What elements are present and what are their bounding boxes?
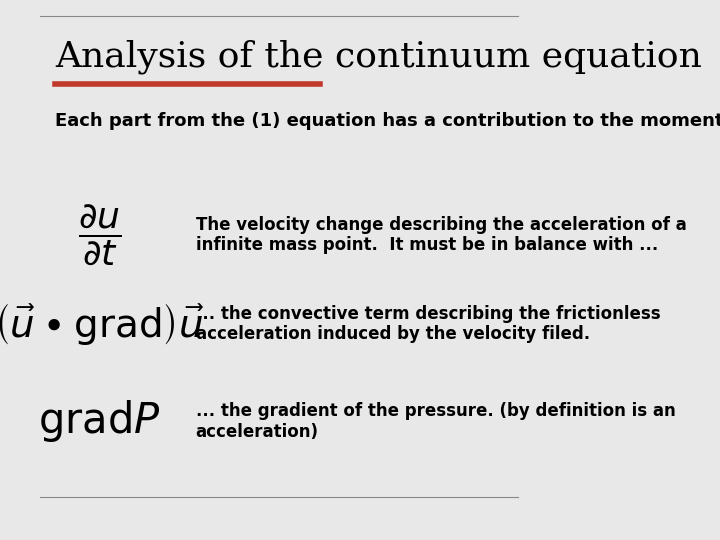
Text: $\mathrm{grad}P$: $\mathrm{grad}P$ bbox=[38, 398, 161, 444]
Text: Each part from the (1) equation has a contribution to the momentum: Each part from the (1) equation has a co… bbox=[55, 112, 720, 131]
Text: The velocity change describing the acceleration of a
infinite mass point.  It mu: The velocity change describing the accel… bbox=[196, 215, 686, 254]
Text: $\left(\vec{u} \bullet \mathrm{grad}\right)\vec{u}$: $\left(\vec{u} \bullet \mathrm{grad}\rig… bbox=[0, 301, 204, 347]
Text: Analysis of the continuum equation: Analysis of the continuum equation bbox=[55, 39, 702, 74]
Text: $\dfrac{\partial u}{\partial t}$: $\dfrac{\partial u}{\partial t}$ bbox=[78, 202, 121, 267]
Text: ... the convective term describing the frictionless
acceleration induced by the : ... the convective term describing the f… bbox=[196, 305, 660, 343]
Text: ... the gradient of the pressure. (by definition is an
acceleration): ... the gradient of the pressure. (by de… bbox=[196, 402, 675, 441]
